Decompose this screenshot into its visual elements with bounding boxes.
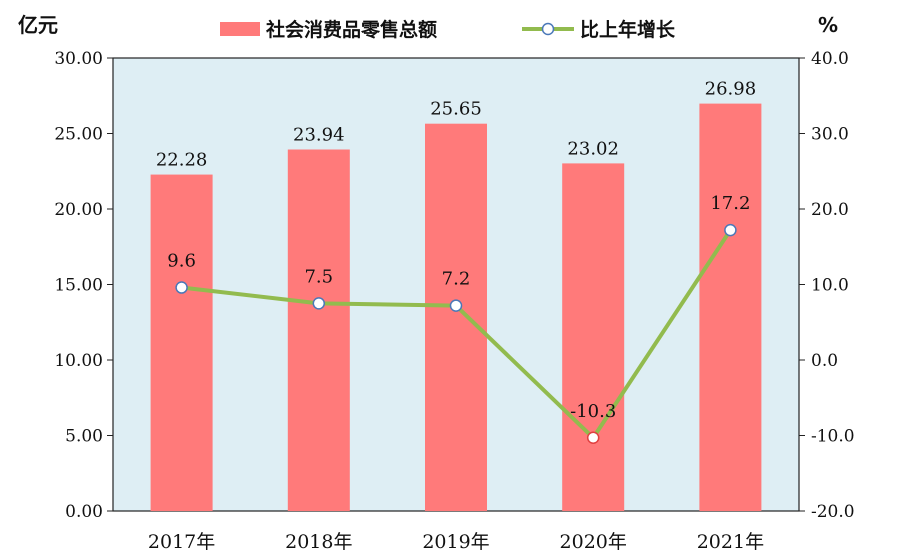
- line-point: [586, 431, 600, 445]
- left-axis: 0.00 5.00 10.00 15.00 20.00 25.00 30.00: [54, 49, 113, 522]
- bar: [562, 163, 625, 511]
- line-value-label: 7.2: [442, 269, 471, 290]
- line-point: [724, 223, 737, 237]
- bar: [287, 149, 350, 512]
- line-value-label: 7.5: [304, 266, 333, 287]
- bar: [425, 123, 487, 511]
- line-point: [449, 299, 463, 312]
- legend-bar-swatch: [220, 22, 260, 36]
- bar-value-label: 26.98: [705, 79, 757, 100]
- line-series: 9.6 7.5 7.2 -10.3 17.2: [167, 193, 750, 445]
- line-value-label: -10.3: [570, 401, 616, 422]
- line-value-label: 9.6: [167, 251, 196, 272]
- bar-value-label: 23.02: [567, 138, 619, 159]
- left-tick-label: 15.00: [54, 276, 103, 296]
- right-tick-label: -20.0: [811, 502, 855, 522]
- right-tick-label: 0.0: [811, 351, 838, 371]
- bar-value-label: 25.65: [430, 99, 482, 120]
- left-tick-label: 0.00: [65, 502, 103, 522]
- bar: [699, 103, 762, 512]
- x-tick-label: 2019年: [422, 531, 489, 553]
- x-tick-label: 2021年: [697, 531, 764, 553]
- bar-value-label: 22.28: [156, 150, 208, 171]
- left-tick-label: 25.00: [54, 125, 103, 145]
- left-tick-label: 10.00: [54, 351, 103, 371]
- left-tick-label: 20.00: [54, 200, 103, 220]
- x-tick-label: 2018年: [285, 531, 352, 553]
- right-axis-unit: %: [818, 13, 838, 37]
- x-axis: 2017年 2018年 2019年 2020年 2021年: [148, 531, 764, 553]
- legend-line-marker: [541, 22, 555, 36]
- right-tick-label: 30.0: [811, 125, 849, 145]
- bar-series: 22.28 23.94 25.65 23.02 26.98: [150, 79, 762, 512]
- left-tick-label: 30.00: [54, 49, 103, 69]
- x-tick-label: 2020年: [560, 531, 627, 553]
- right-tick-label: 10.0: [811, 276, 849, 296]
- legend-bar-label: 社会消费品零售总额: [265, 18, 437, 41]
- left-axis-unit: 亿元: [18, 13, 58, 37]
- line-point: [175, 281, 188, 294]
- bar: [150, 174, 213, 511]
- right-tick-label: 20.0: [811, 200, 849, 220]
- line-value-label: 17.2: [710, 193, 750, 214]
- right-tick-label: 40.0: [811, 49, 849, 69]
- bar-value-label: 23.94: [293, 125, 345, 146]
- left-tick-label: 5.00: [65, 427, 103, 447]
- legend: 社会消费品零售总额 比上年增长: [220, 18, 676, 41]
- right-tick-label: -10.0: [811, 427, 855, 447]
- legend-line-label: 比上年增长: [580, 18, 676, 41]
- x-tick-label: 2017年: [148, 531, 215, 553]
- right-axis: -20.0 -10.0 0.0 10.0 20.0 30.0 40.0: [799, 49, 855, 522]
- line-point: [312, 297, 326, 310]
